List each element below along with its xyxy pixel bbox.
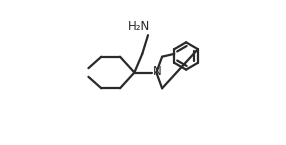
- Text: N: N: [153, 65, 162, 78]
- Text: H₂N: H₂N: [128, 20, 150, 33]
